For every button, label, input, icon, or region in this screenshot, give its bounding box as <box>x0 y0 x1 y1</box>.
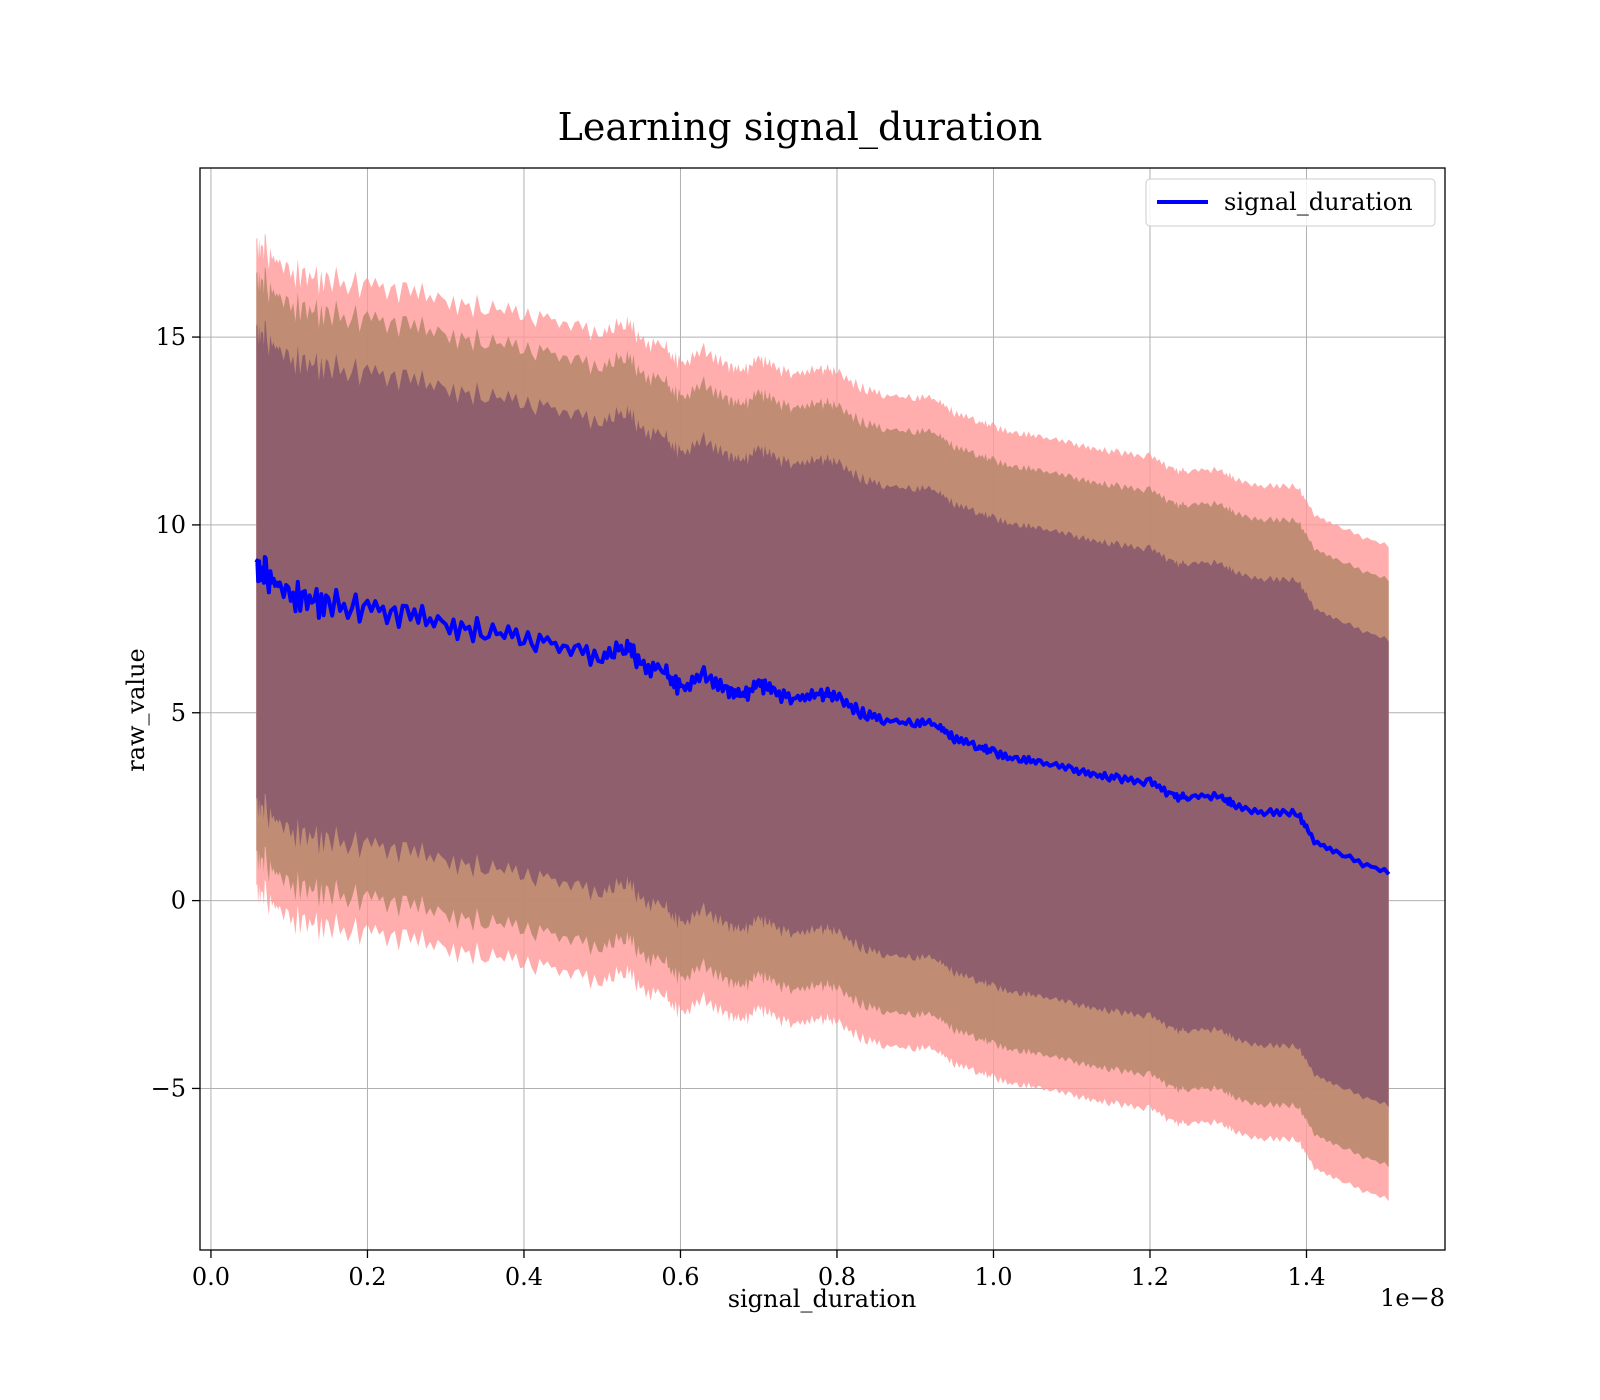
x-tick-label: 0.6 <box>661 1263 699 1291</box>
x-tick-label: 1.4 <box>1287 1263 1325 1291</box>
chart-title: Learning signal_duration <box>558 105 1043 150</box>
plot-frame <box>199 167 1446 1251</box>
band-inner <box>256 320 1389 1108</box>
x-tick-label: 1.0 <box>974 1263 1012 1291</box>
legend-box <box>1145 178 1436 227</box>
x-offset-label: 1e−8 <box>1380 1284 1445 1312</box>
legend-entry-signal-duration: signal_duration <box>1224 188 1413 216</box>
legend: signal_duration <box>1145 178 1436 227</box>
x-axis: 0.0 0.2 0.4 0.6 0.8 1.0 1.2 1.4 <box>192 1250 1326 1291</box>
x-tick-label: 0.2 <box>348 1263 386 1291</box>
x-tick-label: 0.0 <box>192 1263 230 1291</box>
series-line-signal-duration <box>254 555 1391 876</box>
y-axis-label: raw_value <box>122 648 150 772</box>
y-tick-label: 0 <box>171 887 186 915</box>
y-tick-label: 10 <box>155 511 186 539</box>
x-tick-label: 1.2 <box>1131 1263 1169 1291</box>
x-tick-label: 0.4 <box>505 1263 543 1291</box>
x-axis-label: signal_duration <box>728 1285 917 1313</box>
y-tick-label: 5 <box>171 699 186 727</box>
x-tick-label: 0.8 <box>818 1263 856 1291</box>
y-axis: −5 0 5 10 15 <box>151 323 200 1102</box>
series-lines <box>254 555 1391 876</box>
confidence-bands <box>256 233 1389 1202</box>
y-tick-label: −5 <box>151 1074 186 1102</box>
y-tick-label: 15 <box>155 323 186 351</box>
